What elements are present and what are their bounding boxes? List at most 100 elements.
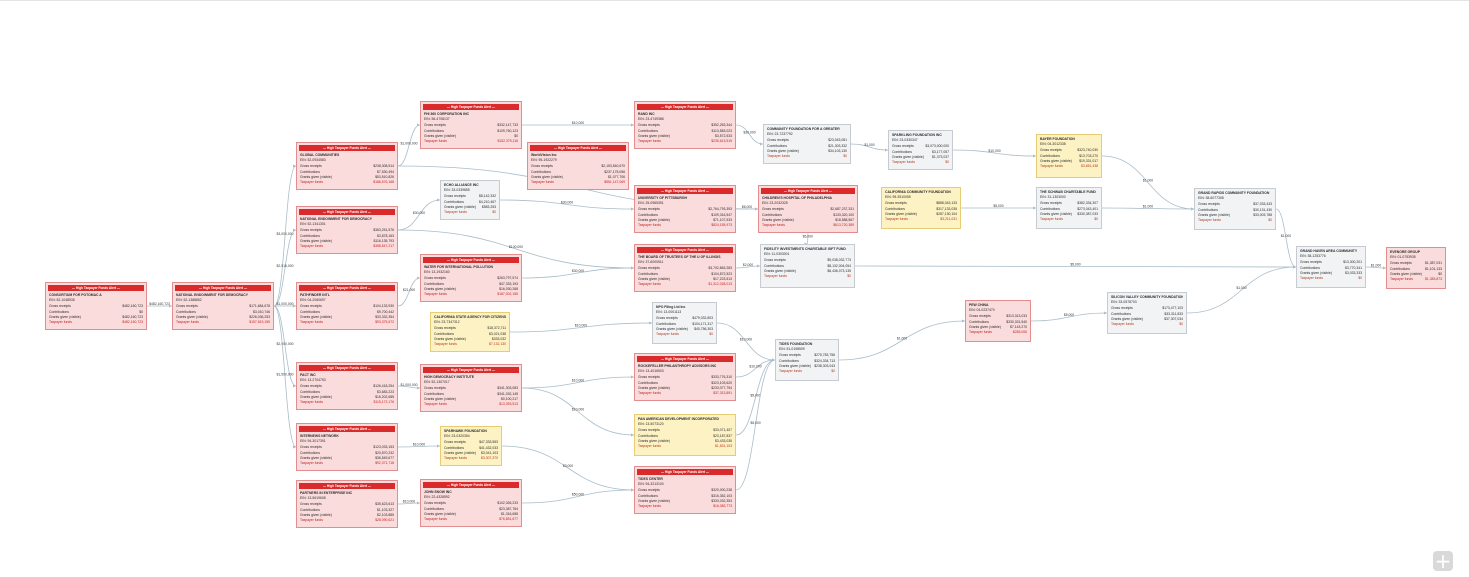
row-label: Contributions (1198, 207, 1218, 212)
row-label: Taxpayer funds (424, 402, 447, 407)
financial-row: Grants given (visible) $3,033,333 (1300, 271, 1362, 276)
org-node[interactable]: --- High Taxpayer Funds Alert --- NATIONA… (172, 282, 274, 330)
financial-row: Gross receipts $323,740,030 (1040, 148, 1098, 153)
alert-header: --- High Taxpayer Funds Alert --- (530, 145, 626, 151)
org-node[interactable]: --- High Taxpayer Funds Alert --- FHI 360… (420, 101, 522, 149)
org-node[interactable]: SPARHAWK FOUNDATION EIN: 23-0320354 Gross … (440, 426, 502, 466)
org-node[interactable]: PAN AMERICAN DEVELOPMENT INCORPORATED EIN… (634, 414, 736, 456)
row-value: $613,720,389 (833, 223, 854, 228)
financial-row: Contributions $113,583,023 (638, 129, 732, 134)
edge-arrowhead (649, 321, 652, 325)
org-node[interactable]: COMMUNITY FOUNDATION FOR A GREATER EIN: 2… (763, 124, 851, 164)
flow-edge (521, 376, 635, 389)
org-node[interactable]: --- High Taxpayer Funds Alert --- TIDES C… (634, 466, 736, 514)
financial-row: Gross receipts $18,372,711 (434, 326, 506, 331)
taxpayer-funds-row: Taxpayer funds $0 (767, 154, 847, 159)
org-node[interactable]: --- High Taxpayer Funds Alert --- PACT IN… (296, 362, 398, 410)
row-value: $0 (945, 160, 949, 165)
edge-amount-label: $21,000 (403, 288, 415, 292)
org-node[interactable]: --- High Taxpayer Funds Alert --- CHILDRE… (758, 185, 858, 233)
org-node[interactable]: --- High Taxpayer Funds Alert --- RAND IN… (634, 101, 736, 149)
financial-row: Gross receipts $3,702,863,283 (638, 266, 732, 271)
alert-header: --- High Taxpayer Funds Alert --- (299, 209, 395, 215)
row-value: $352,263,344 (711, 123, 732, 128)
flow-edge (807, 232, 809, 245)
org-node[interactable]: --- High Taxpayer Funds Alert --- CONSORT… (45, 282, 147, 330)
org-node[interactable]: --- High Taxpayer Funds Alert --- INTERNE… (296, 423, 398, 471)
edge-arrowhead (1191, 207, 1194, 211)
row-label: Gross receipts (638, 428, 660, 433)
org-node[interactable]: --- High Taxpayer Funds Alert --- UNIVERS… (634, 185, 736, 233)
flow-edge (952, 149, 1037, 157)
alert-header: --- High Taxpayer Funds Alert --- (299, 285, 395, 291)
org-node[interactable]: --- High Taxpayer Funds Alert --- PATHFIN… (296, 282, 398, 330)
org-node[interactable]: TIDES FOUNDATION EIN: 51-0198509 Gross rec… (775, 339, 839, 381)
org-node[interactable]: CALIFORNIA COMMUNITY FOUNDATION EIN: 95-3… (881, 187, 961, 229)
taxpayer-funds-row: Taxpayer funds $28,090,621 (300, 518, 394, 523)
org-node[interactable]: --- High Taxpayer Funds Alert --- WATER F… (420, 254, 522, 302)
financial-row: Grants given (visible) $1,077,706 (531, 175, 625, 180)
org-node[interactable]: THE SCHWAB CHARITABLE FUND EIN: 31-130300… (1036, 187, 1102, 229)
edge-arrowhead (631, 488, 634, 492)
zoom-in-button[interactable]: + (1433, 549, 1453, 573)
org-node[interactable]: CALIFORNIA STATE AGENCY FOR CITIZENS EIN:… (430, 312, 510, 352)
org-node[interactable]: --- High Taxpayer Funds Alert --- HIGH DE… (420, 364, 522, 412)
edge-arrowhead (437, 198, 440, 202)
row-label: Taxpayer funds (969, 330, 992, 335)
org-node[interactable]: SPARKLING FOUNDATION INC EIN: 23-0330347 G… (888, 130, 953, 170)
edge-amount-label: $10,000 (572, 379, 584, 383)
row-value: $316,352,103 (711, 493, 732, 498)
taxpayer-funds-row: Taxpayer funds $613,720,389 (762, 223, 854, 228)
org-node[interactable]: FIDELITY INVESTMENTS CHARITABLE GIFT FUN… (760, 244, 855, 288)
financial-row: Gross receipts $171,684,678 (176, 304, 270, 309)
row-value: $41,432,033 (479, 445, 498, 450)
org-node[interactable]: GRAND HAVEN AREA COMMUNITY EIN: 38-125377… (1296, 246, 1366, 288)
row-value: $157,819,155 (249, 320, 270, 325)
financial-row: Grants given (visible) $3,433,035 (638, 439, 732, 444)
taxpayer-funds-row: Taxpayer funds $358,547,217 (300, 244, 394, 249)
org-node[interactable]: --- High Taxpayer Funds Alert --- GLOBAL … (296, 142, 398, 190)
org-node[interactable]: --- High Taxpayer Funds Alert --- PARTNER… (296, 480, 398, 528)
org-node[interactable]: EVENORE GROUP EIN: 01-0753935 Gross receip… (1386, 247, 1446, 289)
row-label: Grants given (visible) (1300, 270, 1332, 275)
edge-amount-label: $30,000 (413, 211, 425, 215)
row-value: $71,107,533 (713, 217, 732, 222)
row-label: Taxpayer funds (424, 292, 447, 297)
org-node[interactable]: GRAND RAPIDS COMMUNITY FOUNDATION EIN: 38… (1194, 188, 1276, 230)
row-value: $323,103,620 (711, 380, 732, 385)
row-label: Contributions (300, 389, 320, 394)
row-label: Taxpayer funds (444, 456, 467, 461)
org-node[interactable]: NPO Filing Ltd Inc EIN: 13-0001113 Gross r… (652, 302, 717, 344)
row-value: $313,313,033 (1006, 314, 1027, 319)
org-node[interactable]: --- High Taxpayer Funds Alert --- NATIONA… (296, 206, 398, 254)
edge-amount-label: $10,000 (403, 500, 415, 504)
org-name: NATIONAL ENDOWMENT FOR DEMOCRACY (176, 293, 249, 297)
org-node[interactable]: SILICON VALLEY COMMUNITY FOUNDATION INC E… (1107, 292, 1187, 334)
row-value: $1,831,103 (715, 444, 732, 449)
row-label: Contributions (424, 506, 444, 511)
flow-edge (735, 124, 764, 145)
org-node[interactable]: --- High Taxpayer Funds Alert --- JOHN SN… (420, 479, 522, 527)
org-node[interactable]: --- High Taxpayer Funds Alert --- THE BOA… (634, 244, 736, 292)
row-label: Gross receipts (424, 386, 446, 391)
edge-amount-label: $1,000 (1281, 234, 1291, 238)
row-label: Taxpayer funds (434, 342, 457, 347)
edge-arrowhead (755, 207, 758, 211)
financial-row: Gross receipts $173,477,103 (1111, 306, 1183, 311)
org-node[interactable]: --- High Taxpayer Funds Alert --- ROCKEFE… (634, 353, 736, 401)
row-label: Grants given (visible) (885, 211, 917, 216)
row-value: $283,006 (1012, 330, 1027, 335)
org-node[interactable]: PEW CHINA EIN: 04-0237470 Gross receipts $3… (965, 300, 1031, 342)
edge-amount-label: $3,000 (563, 464, 573, 468)
edge-amount-label: $10,000 (740, 338, 752, 342)
org-node[interactable]: --- High Taxpayer Funds Alert --- WorldVi… (527, 142, 629, 190)
org-ein: EIN: 01-0753935 (1390, 255, 1416, 260)
org-node[interactable]: ECHO ALLIANCE INC EIN: 33-0339855 Gross re… (440, 180, 500, 220)
org-node[interactable]: BAYER FOUNDATION EIN: 04-3012338 Gross rec… (1036, 134, 1102, 178)
edge-arrowhead (772, 358, 775, 362)
org-name: PATHFINDER INTL (300, 293, 330, 297)
alert-header: --- High Taxpayer Funds Alert --- (637, 104, 733, 110)
row-label: Contributions (49, 309, 69, 314)
row-value: $104,872,523 (711, 271, 732, 276)
row-value: $20,870,232 (375, 450, 394, 455)
